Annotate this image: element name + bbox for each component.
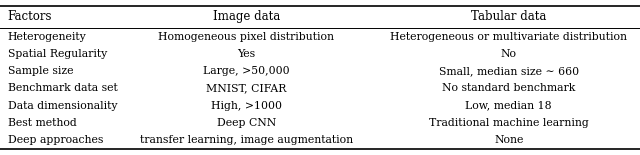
- Text: Tabular data: Tabular data: [471, 10, 547, 23]
- Text: Spatial Regularity: Spatial Regularity: [8, 49, 107, 59]
- Text: Deep CNN: Deep CNN: [217, 118, 276, 128]
- Text: Benchmark data set: Benchmark data set: [8, 83, 117, 93]
- Text: transfer learning, image augmentation: transfer learning, image augmentation: [140, 135, 353, 145]
- Text: Homogeneous pixel distribution: Homogeneous pixel distribution: [159, 31, 334, 42]
- Text: Heterogeneity: Heterogeneity: [8, 31, 86, 42]
- Text: Sample size: Sample size: [8, 66, 73, 76]
- Text: Large, >50,000: Large, >50,000: [203, 66, 290, 76]
- Text: High, >1000: High, >1000: [211, 101, 282, 111]
- Text: Image data: Image data: [212, 10, 280, 23]
- Text: Heterogeneous or multivariate distribution: Heterogeneous or multivariate distributi…: [390, 31, 627, 42]
- Text: Small, median size ∼ 660: Small, median size ∼ 660: [439, 66, 579, 76]
- Text: Yes: Yes: [237, 49, 255, 59]
- Text: MNIST, CIFAR: MNIST, CIFAR: [206, 83, 287, 93]
- Text: Data dimensionality: Data dimensionality: [8, 101, 117, 111]
- Text: Best method: Best method: [8, 118, 76, 128]
- Text: Traditional machine learning: Traditional machine learning: [429, 118, 589, 128]
- Text: Low, median 18: Low, median 18: [465, 101, 552, 111]
- Text: None: None: [494, 135, 524, 145]
- Text: No: No: [501, 49, 517, 59]
- Text: No standard benchmark: No standard benchmark: [442, 83, 575, 93]
- Text: Deep approaches: Deep approaches: [8, 135, 103, 145]
- Text: Factors: Factors: [8, 10, 52, 23]
